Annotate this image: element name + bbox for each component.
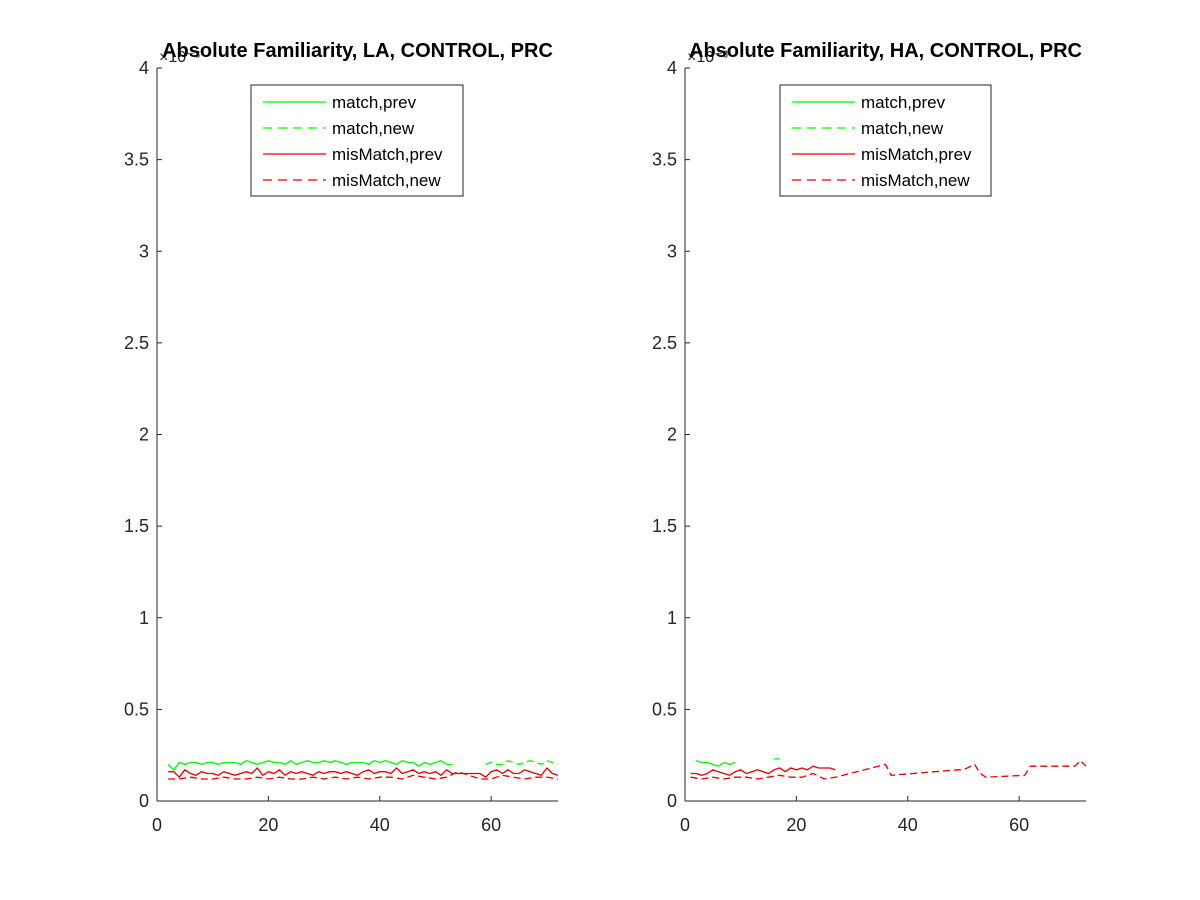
- legend-entry-label: misMatch,prev: [332, 145, 443, 164]
- y-tick-label: 2: [139, 425, 149, 445]
- y-tick-label: 0.5: [124, 699, 149, 719]
- x-tick-label: 20: [258, 815, 278, 835]
- x-tick-label: 0: [152, 815, 162, 835]
- legend: match,prev match,new misMatch,prev misMatch…: [250, 84, 464, 197]
- y-exponent-label: ×10⁻³: [687, 49, 729, 66]
- chart-title: Absolute Familiarity, HA, CONTROL, PRC: [689, 40, 1082, 62]
- legend-box: [779, 84, 992, 197]
- series-line-mismatch-new: [690, 759, 1087, 780]
- legend: match,prev match,new misMatch,prev misMatch…: [779, 84, 992, 197]
- x-tick-label: 40: [898, 815, 918, 835]
- y-tick-label: 1.5: [652, 516, 677, 536]
- y-tick-label: 4: [139, 58, 149, 78]
- y-tick-label: 3.5: [124, 150, 149, 170]
- series-line-match-prev: [167, 759, 453, 771]
- y-tick-label: 1: [667, 608, 677, 628]
- chart-title: Absolute Familiarity, LA, CONTROL, PRC: [162, 40, 553, 62]
- y-exponent-label: ×10⁻³: [159, 49, 201, 66]
- series-line-mismatch-prev: [690, 765, 836, 777]
- legend-entry-label: match,new: [861, 119, 944, 138]
- y-tick-label: 2: [667, 425, 677, 445]
- x-tick-label: 40: [370, 815, 390, 835]
- x-tick-label: 60: [481, 815, 501, 835]
- x-tick-label: 60: [1009, 815, 1029, 835]
- series-line-mismatch-prev: [168, 767, 559, 779]
- y-tick-label: 2.5: [124, 333, 149, 353]
- y-tick-label: 1.5: [124, 516, 149, 536]
- legend-entry-label: misMatch,new: [861, 171, 970, 190]
- legend-entry-label: match,prev: [332, 93, 417, 112]
- legend-entry-label: match,new: [332, 119, 415, 138]
- legend-box: [250, 84, 464, 197]
- y-tick-label: 3: [667, 241, 677, 261]
- legend-entry-label: match,prev: [861, 93, 946, 112]
- y-tick-label: 3.5: [652, 150, 677, 170]
- y-tick-label: 2.5: [652, 333, 677, 353]
- legend-entry-label: misMatch,new: [332, 171, 441, 190]
- y-tick-label: 1: [139, 608, 149, 628]
- x-tick-label: 0: [680, 815, 690, 835]
- legend-entry-label: misMatch,prev: [861, 145, 972, 164]
- series-line-match-prev: [695, 760, 736, 767]
- series-line-match-new: [485, 759, 559, 766]
- series-line-mismatch-new: [168, 771, 559, 780]
- y-tick-label: 4: [667, 58, 677, 78]
- x-tick-label: 20: [786, 815, 806, 835]
- y-tick-label: 3: [139, 241, 149, 261]
- y-tick-label: 0.5: [652, 699, 677, 719]
- y-tick-label: 0: [667, 791, 677, 811]
- y-tick-label: 0: [139, 791, 149, 811]
